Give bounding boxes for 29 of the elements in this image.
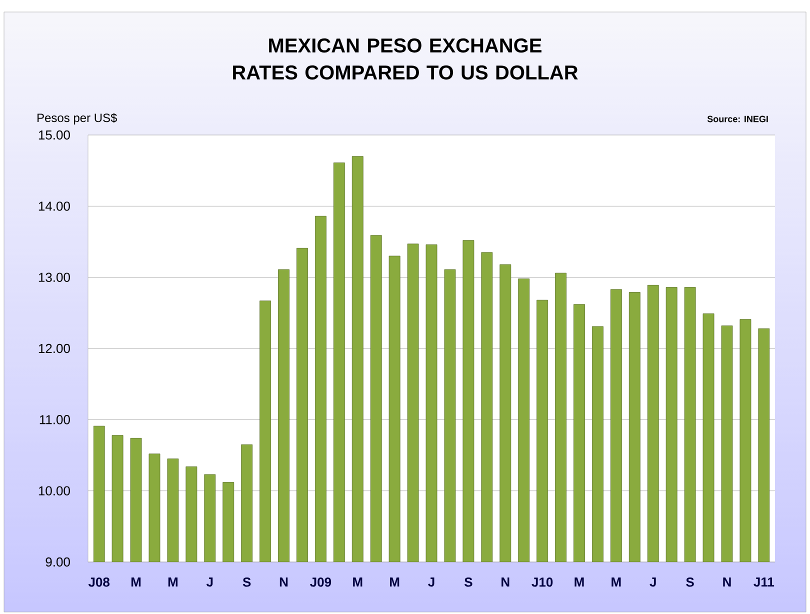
x-tick-label: M — [131, 578, 141, 586]
x-tick-label: S — [242, 578, 251, 587]
x-tick-label: J08 — [88, 578, 110, 587]
y-tick-label: 15.00 — [38, 130, 70, 140]
y-tick-label: 10.00 — [38, 486, 70, 496]
x-tick-label: N — [502, 578, 510, 586]
x-tick-label: M — [574, 578, 584, 586]
x-tick-label: S — [464, 578, 472, 587]
y-axis-title: Pesos per US$ — [38, 113, 118, 124]
y-tick-label: 11.00 — [40, 415, 70, 424]
x-tick-label: S — [686, 578, 694, 587]
x-tick-label: J09 — [310, 578, 332, 587]
x-tick-label: N — [280, 578, 288, 586]
x-tick-label: J10 — [532, 578, 553, 587]
y-tick-label: 14.00 — [38, 202, 70, 211]
y-tick-label: 12.00 — [38, 344, 70, 354]
x-tick-label: J — [650, 578, 656, 587]
x-tick-label: M — [353, 578, 362, 586]
x-tick-label: J — [206, 578, 213, 587]
source-note: Source: INEGI — [707, 116, 768, 122]
chart-title: MEXICAN PESO EXCHANGE RATES COMPARED TO US DOLLAR — [233, 38, 578, 80]
y-tick-label: 13.00 — [38, 272, 70, 282]
x-tick-label: M — [390, 578, 400, 586]
x-tick-label: N — [723, 578, 731, 586]
x-tick-label: J11 — [754, 578, 774, 587]
y-tick-label: 9.00 — [46, 557, 70, 567]
x-tick-label: J — [428, 578, 434, 587]
x-tick-label: M — [168, 578, 178, 586]
x-tick-label: M — [612, 578, 621, 586]
